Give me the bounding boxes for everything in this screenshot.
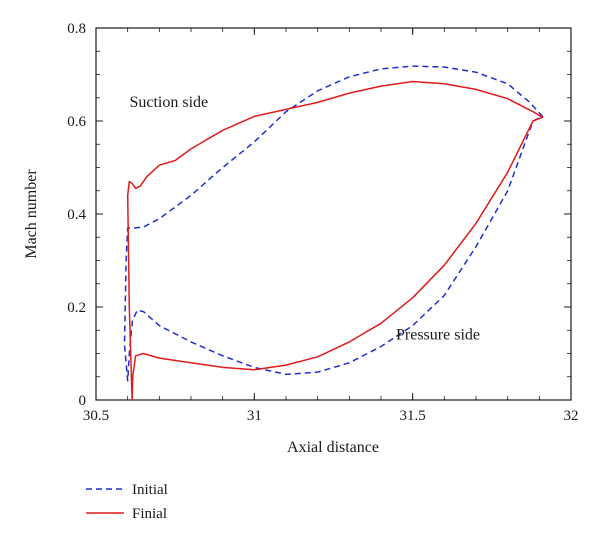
- legend: Initial Finial: [86, 482, 168, 522]
- series-line-initial: [123, 65, 544, 382]
- y-tick-label: 0.4: [67, 207, 86, 223]
- axis-ticks: [95, 27, 572, 401]
- y-tick-label: 0.6: [67, 114, 86, 130]
- y-tick-label: 0: [79, 393, 87, 409]
- y-tick-label: 0.2: [67, 300, 86, 316]
- annotation-suction-side: Suction side: [129, 94, 208, 111]
- y-tick-label: 0.8: [67, 21, 86, 37]
- series-line-finial: [126, 80, 544, 401]
- y-axis-label: Mach number: [23, 169, 40, 259]
- x-tick-label: 31: [247, 408, 262, 424]
- x-axis-label: Axial distance: [287, 439, 379, 456]
- x-tick-label: 31.5: [400, 408, 426, 424]
- plot-frame: [95, 27, 572, 401]
- annotation-pressure-side: Pressure side: [396, 327, 480, 344]
- legend-label-initial: Initial: [132, 482, 168, 498]
- x-tick-label: 30.5: [83, 408, 109, 424]
- tick-labels: 30.5 31 31.5 32 0 0.2 0.4 0.6 0.8: [67, 21, 578, 424]
- x-tick-label: 32: [564, 408, 579, 424]
- series-group: [123, 65, 544, 401]
- annotations: Suction side Pressure side: [129, 94, 479, 343]
- legend-label-finial: Finial: [132, 506, 167, 522]
